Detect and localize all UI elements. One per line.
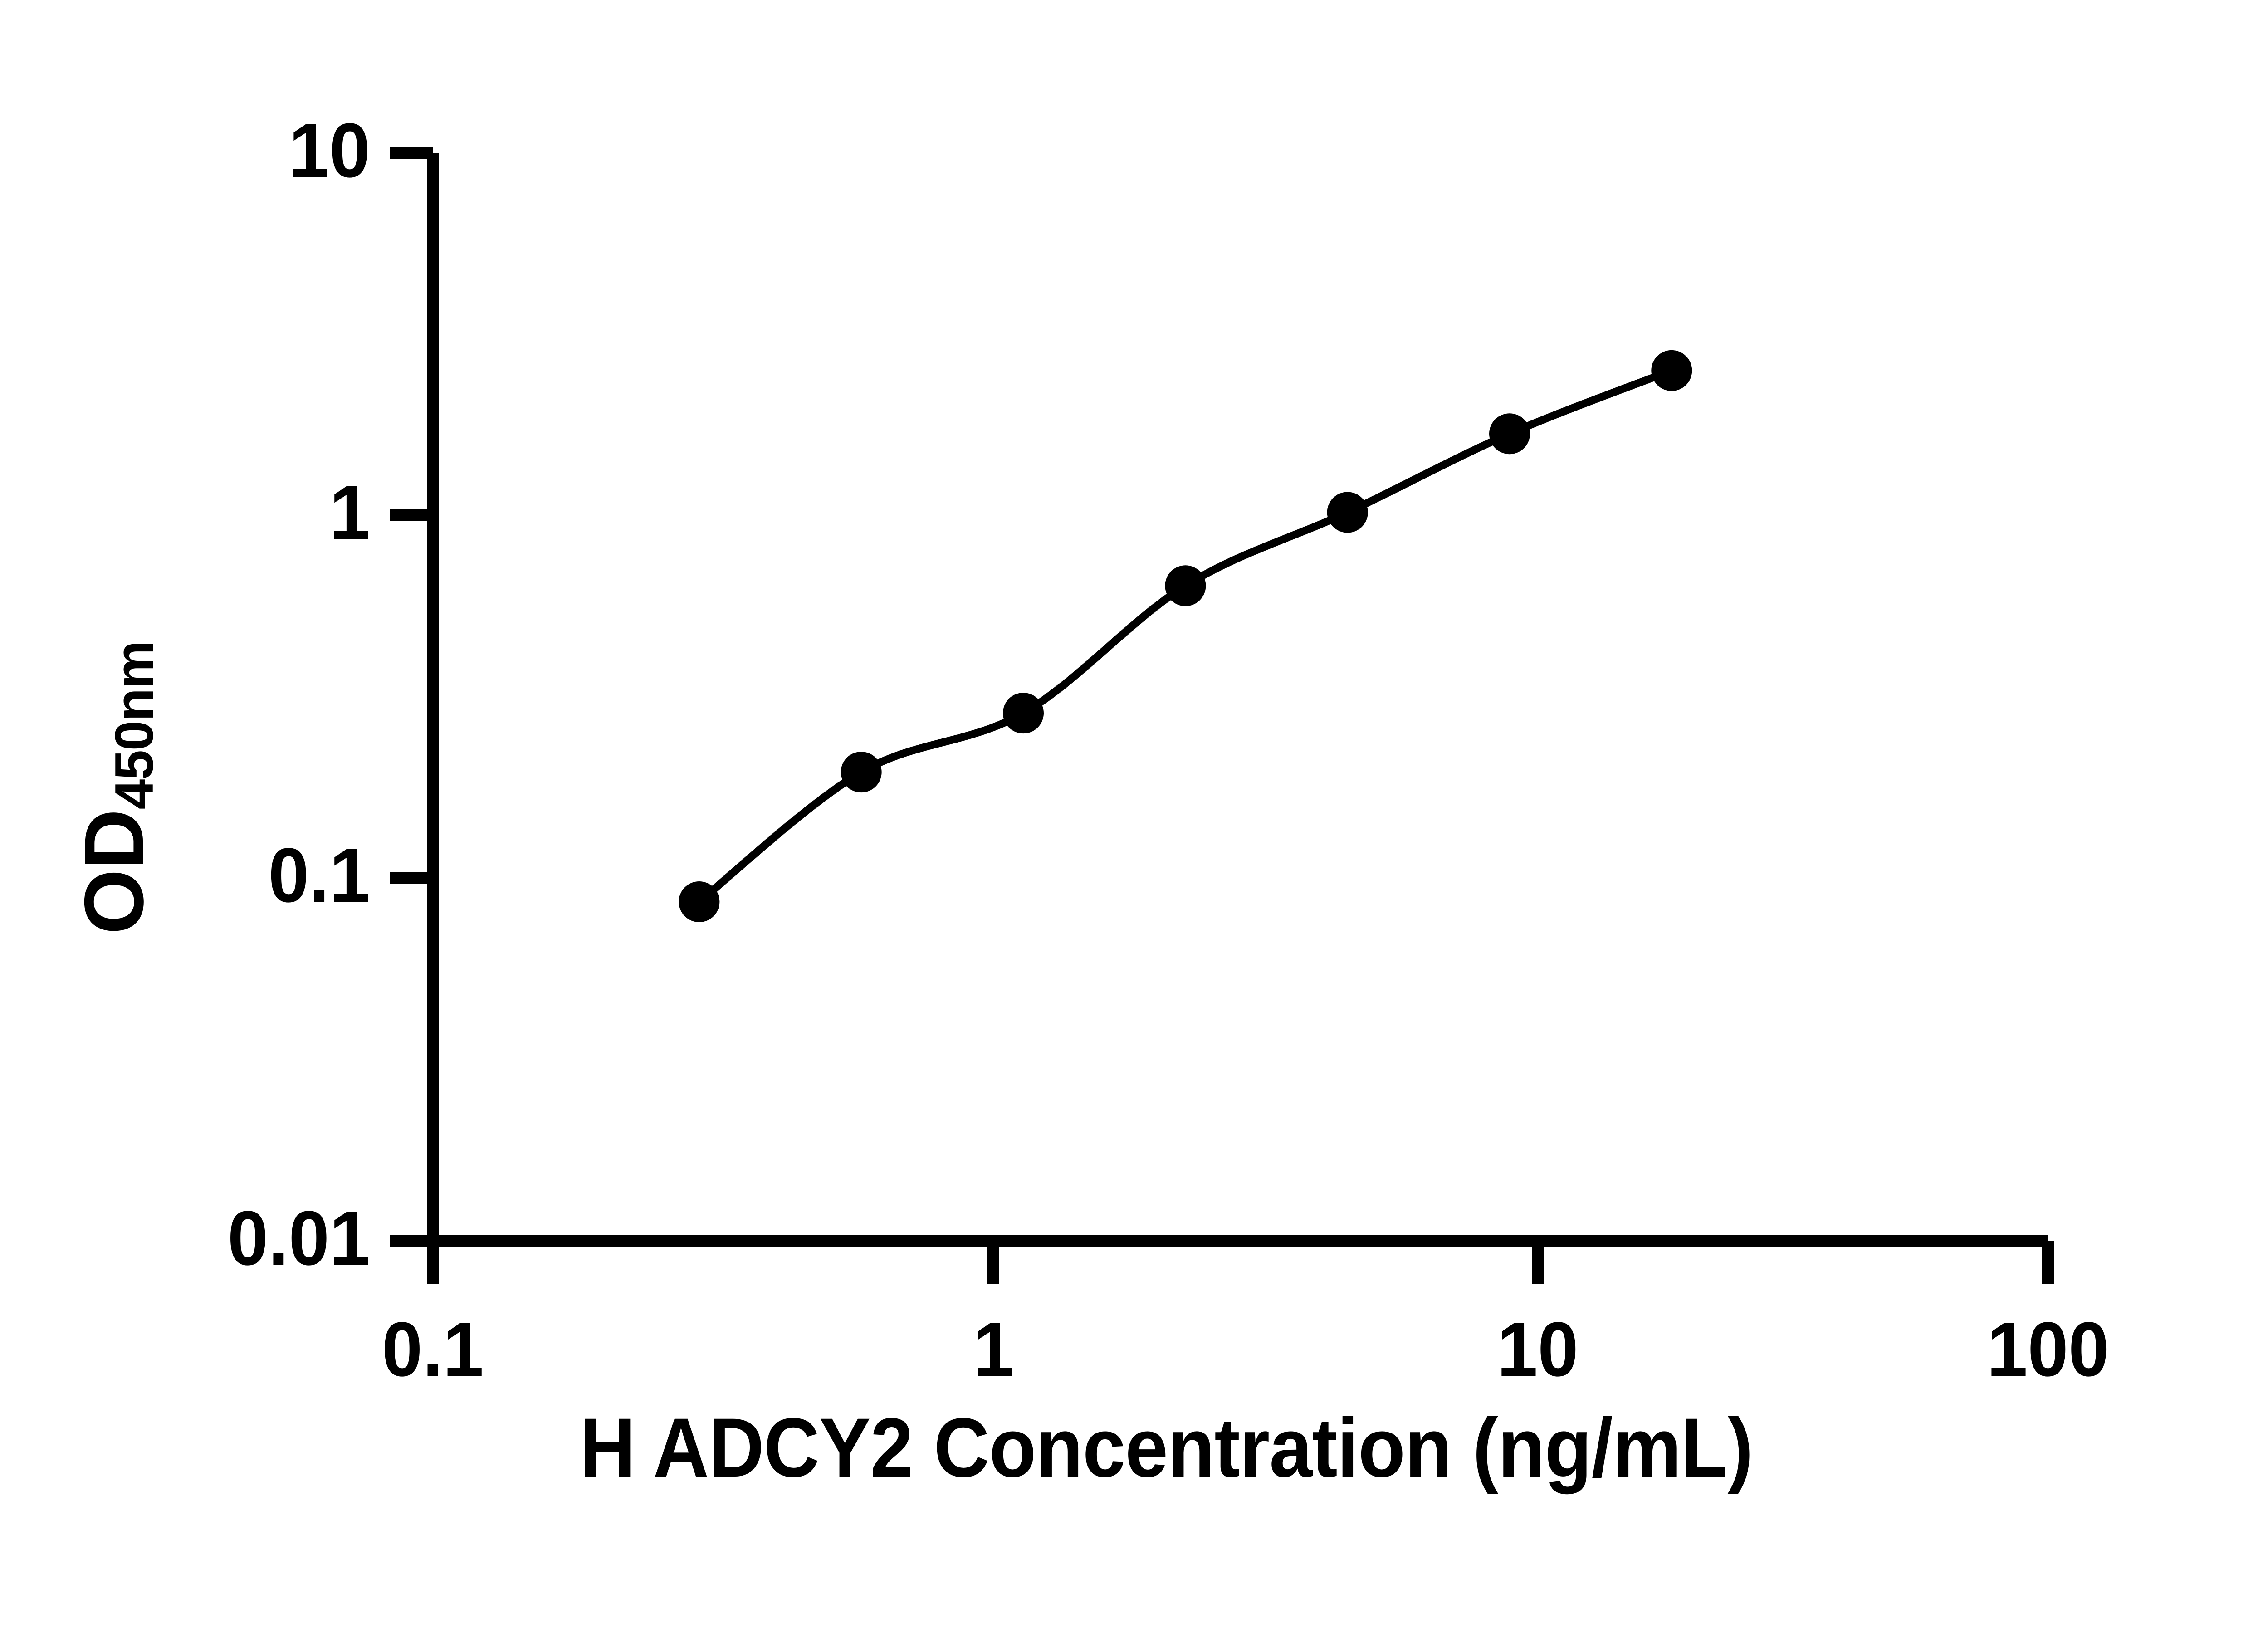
- data-point-marker: [841, 752, 882, 793]
- y-axis-title: OD450nm: [68, 641, 165, 934]
- x-tick-label-10: 10: [1497, 1306, 1579, 1393]
- y-tick-label-0p01: 0.01: [227, 1195, 370, 1281]
- x-axis-title: H ADCY2 Concentration (ng/mL): [579, 1401, 1753, 1495]
- data-point-marker: [1003, 693, 1044, 734]
- y-axis-title-subscript: 450nm: [104, 641, 165, 810]
- data-point-marker: [1327, 492, 1368, 533]
- x-tick-label-0p1: 0.1: [381, 1306, 484, 1393]
- data-point-marker: [679, 881, 720, 922]
- x-tick-label-1: 1: [973, 1306, 1014, 1393]
- data-series-line: [695, 367, 1676, 906]
- data-point-marker: [1489, 413, 1530, 455]
- x-tick-label-100: 100: [1987, 1306, 2109, 1393]
- data-series-markers: [679, 350, 1692, 922]
- data-point-marker: [1165, 565, 1206, 606]
- y-tick-label-10: 10: [288, 108, 370, 194]
- y-tick-label-0p1: 0.1: [268, 832, 370, 919]
- y-tick-label-1: 1: [329, 469, 370, 556]
- y-axis-title-main: OD: [68, 809, 161, 935]
- data-point-marker: [1651, 350, 1692, 391]
